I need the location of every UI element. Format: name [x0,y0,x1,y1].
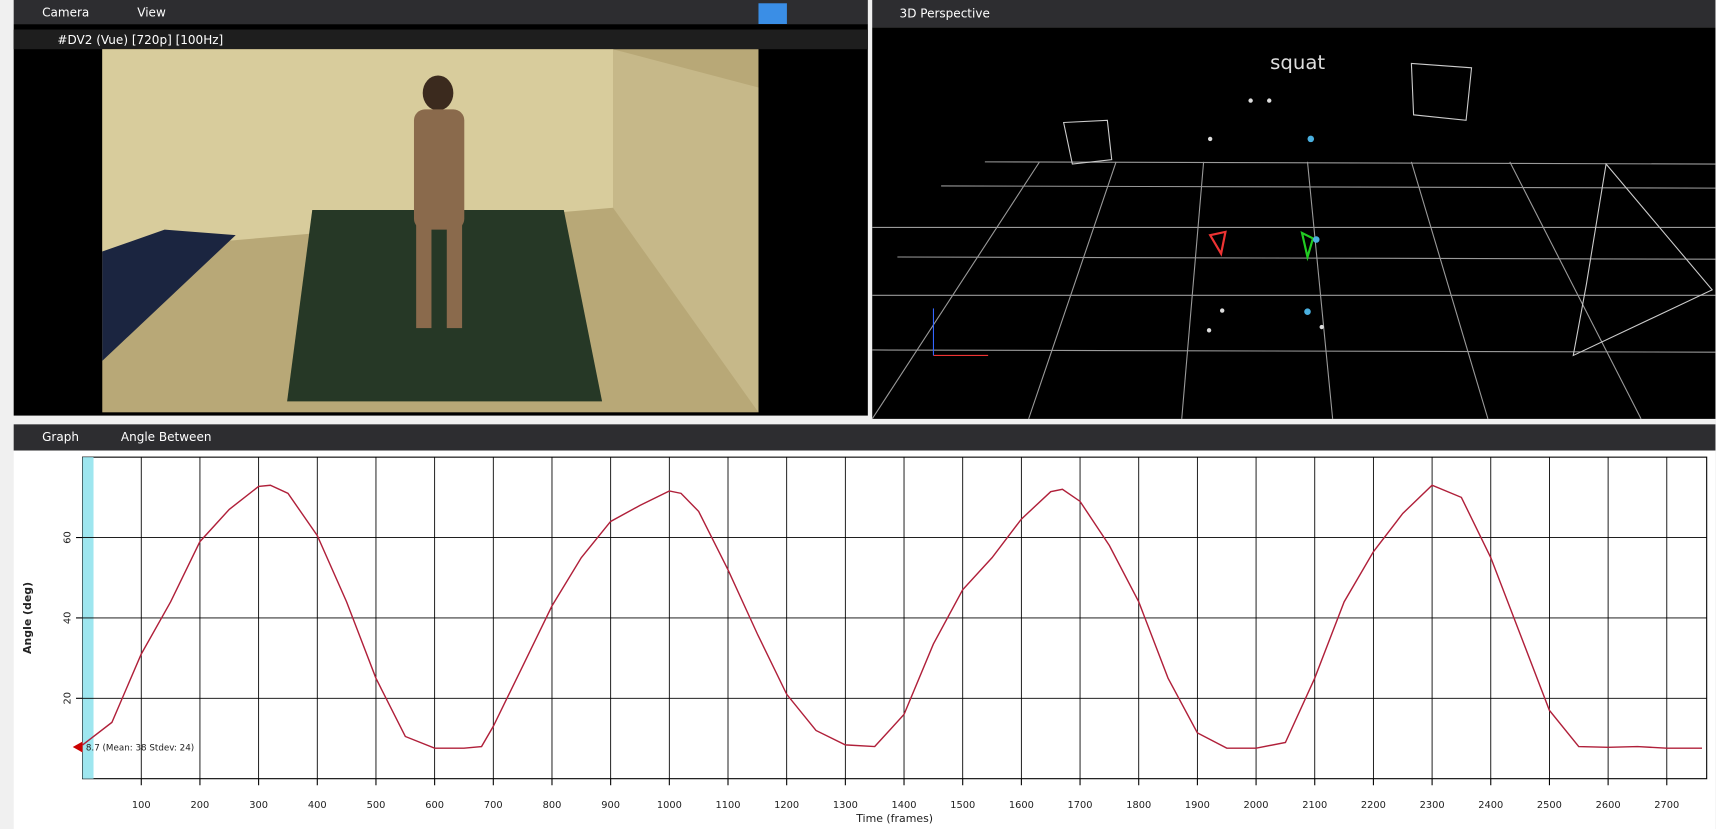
y-tick-label: 20 [62,692,73,705]
perspective-view [872,27,1716,419]
x-tick-label: 1100 [715,800,740,811]
lock-button[interactable] [758,3,787,25]
camera-gizmo [1062,119,1113,165]
person-leg [416,224,432,329]
angle-line [82,484,1702,749]
view-menu[interactable]: View [137,6,166,20]
x-tick-label: 1600 [1009,800,1034,811]
y-tick-label: 40 [62,612,73,625]
x-tick-label: 700 [484,800,503,811]
y-tick-label: 60 [62,531,73,544]
markers [1206,98,1324,333]
x-tick-label: 100 [132,800,151,811]
camera-gizmo [1410,62,1473,121]
marker-triad [1208,230,1227,257]
floor-grid [871,161,1716,420]
x-tick-label: 1900 [1185,800,1210,811]
x-tick-label: 300 [249,800,268,811]
x-tick-label: 1500 [950,800,975,811]
wall [102,49,614,252]
value-marker [72,741,83,753]
perspective-tab[interactable]: 3D Perspective [900,7,990,21]
x-tick-label: 2700 [1654,800,1679,811]
x-tick-label: 500 [367,800,386,811]
x-tick-label: 2100 [1302,800,1327,811]
person-head [422,75,454,111]
x-tick-label: 2400 [1478,800,1503,811]
person-leg [446,224,463,329]
mat [287,209,603,402]
camera-source-bar [13,29,868,50]
graph-toolbar [13,424,1716,451]
value-annotation: 8.7 (Mean: 38 Stdev: 24) [86,744,194,754]
x-tick-label: 2600 [1596,800,1621,811]
x-tick-label: 2200 [1361,800,1386,811]
x-tick-label: 2500 [1537,800,1562,811]
graph-tab[interactable]: Graph [42,430,79,444]
x-tick-label: 900 [601,800,620,811]
x-tick-label: 800 [543,800,562,811]
camera-tab[interactable]: Camera [42,6,89,20]
person-body [413,109,465,230]
perspective-toolbar [872,0,1716,28]
x-tick-label: 600 [425,800,444,811]
sofa [102,229,236,361]
camera-toolbar [13,0,868,25]
x-tick-label: 1400 [892,800,917,811]
graph-selector[interactable]: Angle Between [121,430,212,444]
x-tick-label: 1700 [1068,800,1093,811]
camera-gizmo [1572,162,1714,357]
y-axis-label: Angle (deg) [21,582,34,654]
x-tick-label: 1000 [657,800,682,811]
x-tick-label: 1300 [833,800,858,811]
x-axis-label: Time (frames) [855,812,933,825]
perspective-label: squat [1270,51,1325,74]
marker-triad [1300,230,1315,262]
x-tick-label: 400 [308,800,327,811]
camera-source: #DV2 (Vue) [720p] [100Hz] [57,33,223,47]
x-tick-label: 1800 [1126,800,1151,811]
x-tick-label: 1200 [774,800,799,811]
x-tick-label: 2300 [1420,800,1445,811]
x-tick-label: 2000 [1244,800,1269,811]
markers [1304,135,1320,315]
x-tick-label: 200 [191,800,210,811]
side-wall [613,49,759,413]
